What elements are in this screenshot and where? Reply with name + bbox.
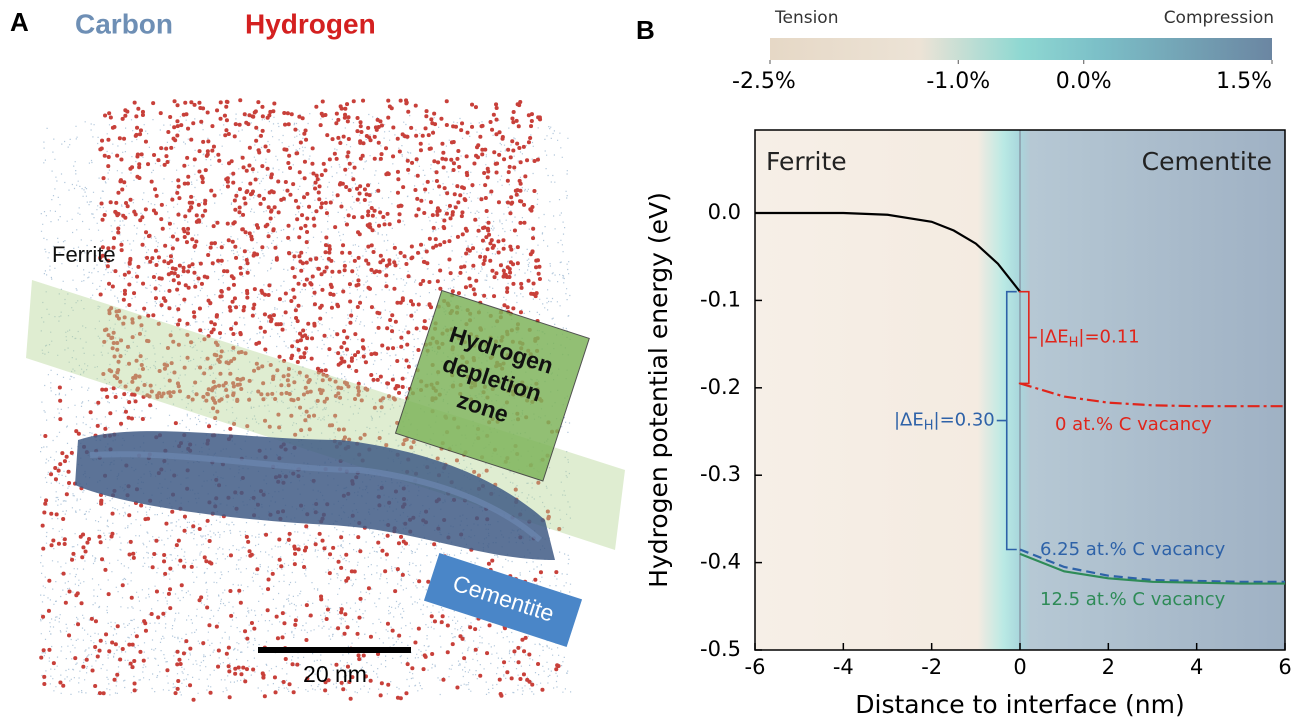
zone-rect [394, 289, 590, 482]
x-axis-label: Distance to interface (nm) [855, 690, 1184, 719]
region-label: Cementite [1142, 147, 1272, 176]
zone-box: Hydrogen depletion zone [394, 289, 590, 482]
colorbar-end-label: Compression [1164, 8, 1274, 28]
x-tick-label: -4 [833, 655, 854, 679]
annotation-subscript: H [924, 418, 934, 433]
y-tick-label: -0.3 [700, 462, 741, 486]
delta-bracket [1018, 290, 1037, 385]
y-tick-label: -0.5 [700, 637, 741, 661]
x-tick-label: 2 [1102, 655, 1115, 679]
delta-bracket [996, 290, 1017, 551]
colorbar-tick-label: 0.0% [1056, 69, 1112, 94]
scale-label: 20 nm [303, 661, 367, 687]
delta-annotation: |ΔEH|=0.11 [1039, 327, 1140, 351]
cementite-rect [423, 553, 583, 647]
y-tick-label: 0.0 [708, 200, 741, 224]
annotation-text: |ΔE [894, 410, 924, 431]
region-label: Ferrite [766, 147, 847, 176]
y-tick-label: -0.1 [700, 287, 741, 311]
plot-frame [754, 129, 1286, 651]
x-tick-label: -6 [745, 655, 766, 679]
panel-a: A Carbon Hydrogen Ferrite Hydrogen deple… [10, 7, 625, 702]
ferrite-label: Ferrite [52, 242, 116, 267]
annotation-text: |=0.30 [934, 410, 995, 431]
surface-highlight [89, 451, 542, 543]
colorbar-tick-label: 1.5% [1216, 69, 1272, 94]
series-label: 0 at.% C vacancy [1055, 414, 1212, 435]
legend-carbon: Carbon [75, 8, 173, 39]
colorbar [770, 38, 1272, 60]
series-line [1019, 382, 1285, 408]
x-tick-label: 4 [1190, 655, 1203, 679]
series-label: 12.5 at.% C vacancy [1040, 589, 1226, 610]
x-tick-label: 0 [1013, 655, 1026, 679]
series-line [1019, 548, 1285, 583]
panel-letter: B [636, 15, 655, 45]
colorbar-tick-label: -2.5% [732, 69, 796, 94]
y-tick-label: -0.2 [700, 375, 741, 399]
x-tick-label: 6 [1278, 655, 1291, 679]
cementite-surface [75, 431, 555, 560]
colorbar-tick-label: -1.0% [926, 69, 990, 94]
colorbar-end-label: Tension [774, 8, 838, 28]
annotation-text: |ΔE [1039, 327, 1069, 348]
panel-letter: A [10, 7, 29, 37]
x-tick-label: -2 [921, 655, 942, 679]
series-label: 6.25 at.% C vacancy [1040, 539, 1226, 560]
annotation-text: |=0.11 [1078, 327, 1139, 348]
legend-hydrogen: Hydrogen [245, 8, 376, 39]
series-line [1019, 552, 1285, 585]
delta-annotation: |ΔEH|=0.30 [894, 410, 995, 434]
y-tick-label: -0.4 [700, 550, 741, 574]
y-axis-label: Hydrogen potential energy (eV) [644, 192, 673, 588]
annotation-subscript: H [1069, 335, 1079, 350]
series-line [755, 211, 1021, 293]
